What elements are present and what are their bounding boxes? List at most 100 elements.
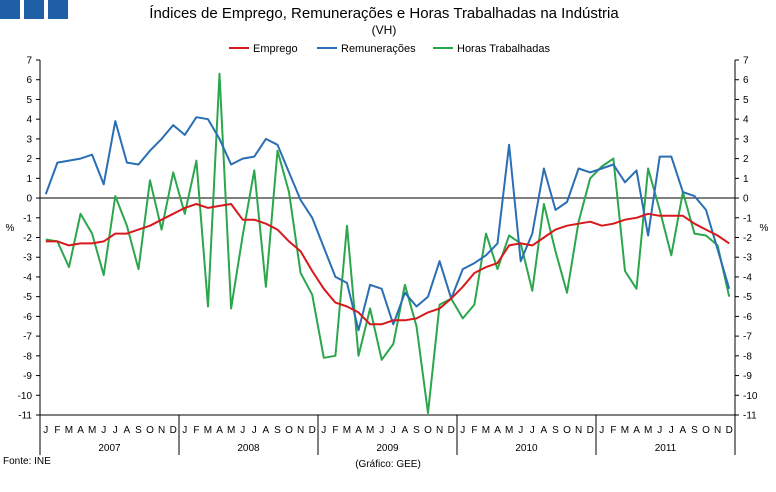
y-tick-label-right: 1 [743, 174, 749, 185]
x-tick-label-month: J [530, 425, 535, 436]
y-tick-label-right: -2 [743, 233, 752, 244]
x-tick-label-month: A [124, 425, 131, 436]
y-tick-label-right: -4 [743, 272, 752, 283]
x-tick-label-month: F [332, 425, 338, 436]
y-ticks-left: 7 6 5 4 3 2 1 0 -1 -2 -3 -4 -5 -6 -7 -8 -9 -10 -11 [18, 56, 40, 422]
x-tick-label-month: N [297, 425, 304, 436]
x-tick-label-month: F [54, 425, 60, 436]
x-tick-label-month: A [216, 425, 223, 436]
y-tick-label-left: 4 [26, 115, 32, 126]
y-tick-label-right: 5 [743, 95, 749, 106]
y-tick-label-left: -1 [23, 213, 32, 224]
x-tick-label-month: J [43, 425, 48, 436]
series-line-horas-trabalhadas [45, 72, 731, 414]
y-tick-label-right: -8 [743, 351, 752, 362]
x-tick-label-month: S [135, 425, 142, 436]
series-line-remuneracoes [44, 116, 731, 332]
y-ticks-right: 7 6 5 4 3 2 1 0 -1 -2 -3 -4 -5 -6 -7 -8 -9 -10 -11 [735, 56, 758, 422]
x-tick-label-month: N [575, 425, 582, 436]
y-tick-label-left: -10 [18, 391, 33, 402]
series-group [44, 72, 731, 414]
y-tick-label-left: 3 [26, 134, 32, 145]
x-tick-label-month: M [366, 425, 374, 436]
y-tick-label-right: -1 [743, 213, 752, 224]
x-tick-label-month: S [552, 425, 559, 436]
x-tick-label-year: 2007 [98, 443, 121, 454]
logo-block-3 [48, 0, 68, 19]
x-tick-label-month: D [448, 425, 455, 436]
y-tick-label-left: 0 [26, 194, 32, 205]
y-tick-label-left: -5 [23, 292, 32, 303]
y-tick-label-right: 0 [743, 194, 749, 205]
logo-block-1 [0, 0, 20, 19]
x-tick-label-month: D [309, 425, 316, 436]
x-tick-label-month: J [518, 425, 523, 436]
x-tick-label-month: F [471, 425, 477, 436]
y-tick-label-right: -3 [743, 253, 752, 264]
x-tick-label-month: O [563, 425, 571, 436]
y-tick-label-left: -11 [18, 411, 32, 422]
x-tick-label-month: S [413, 425, 420, 436]
x-tick-label-month: M [343, 425, 351, 436]
x-tick-label-month: J [182, 425, 187, 436]
y-tick-label-left: -8 [23, 351, 32, 362]
source-note: Fonte: INE [3, 456, 51, 467]
y-tick-label-right: -7 [743, 332, 752, 343]
x-tick-label-month: J [391, 425, 396, 436]
chart-title: Índices de Emprego, Remunerações e Horas… [149, 5, 619, 22]
x-tick-label-month: M [227, 425, 235, 436]
x-tick-label-month: J [460, 425, 465, 436]
x-tick-label-month: N [714, 425, 721, 436]
legend-label-emprego: Emprego [253, 43, 298, 55]
y-tick-label-right: -5 [743, 292, 752, 303]
x-tick-label-month: J [657, 425, 662, 436]
y-tick-label-left: -9 [23, 371, 32, 382]
y-tick-label-right: 3 [743, 134, 749, 145]
series-line-emprego [45, 203, 730, 326]
x-tick-label-month: A [633, 425, 640, 436]
x-tick-label-month: A [355, 425, 362, 436]
y-tick-label-left: 1 [26, 174, 32, 185]
x-tick-label-month: D [587, 425, 594, 436]
legend-label-remuneracoes: Remunerações [341, 43, 416, 55]
x-tick-label-month: M [65, 425, 73, 436]
y-tick-label-right: -10 [743, 391, 758, 402]
y-tick-label-right: -9 [743, 371, 752, 382]
y-tick-label-left: 6 [26, 75, 32, 86]
x-tick-label-month: O [702, 425, 710, 436]
x-tick-label-month: S [274, 425, 281, 436]
x-tick-label-month: J [101, 425, 106, 436]
x-tick-label-year: 2011 [655, 443, 677, 454]
x-tick-label-month: J [599, 425, 604, 436]
y-tick-label-left: -6 [23, 312, 32, 323]
y-axis-label-left: % [6, 223, 15, 234]
x-tick-label-month: J [379, 425, 384, 436]
x-tick-label-year: 2008 [237, 443, 260, 454]
logo-block-2 [24, 0, 44, 19]
x-tick-label-month: F [610, 425, 616, 436]
x-tick-label-month: M [204, 425, 212, 436]
x-tick-label-month: A [402, 425, 409, 436]
x-tick-label-month: N [158, 425, 165, 436]
y-tick-label-left: 2 [26, 154, 32, 165]
x-tick-label-month: J [252, 425, 257, 436]
y-tick-label-right: -6 [743, 312, 752, 323]
x-tick-label-month: M [88, 425, 96, 436]
y-tick-label-left: 5 [26, 95, 32, 106]
x-tick-label-month: M [482, 425, 490, 436]
y-tick-label-left: -4 [23, 272, 32, 283]
y-tick-label-right: 2 [743, 154, 749, 165]
y-tick-label-left: 7 [26, 56, 32, 67]
x-tick-label-month: O [424, 425, 432, 436]
axes [39, 60, 736, 455]
x-tick-label-year: 2009 [376, 443, 399, 454]
y-tick-label-left: -7 [23, 332, 32, 343]
x-tick-label-month: J [321, 425, 326, 436]
x-tick-label-month: F [193, 425, 199, 436]
x-tick-label-month: M [621, 425, 629, 436]
x-tick-label-month: A [541, 425, 548, 436]
x-tick-label-month: A [77, 425, 84, 436]
y-tick-label-right: 6 [743, 75, 749, 86]
y-tick-label-right: 7 [743, 56, 749, 67]
